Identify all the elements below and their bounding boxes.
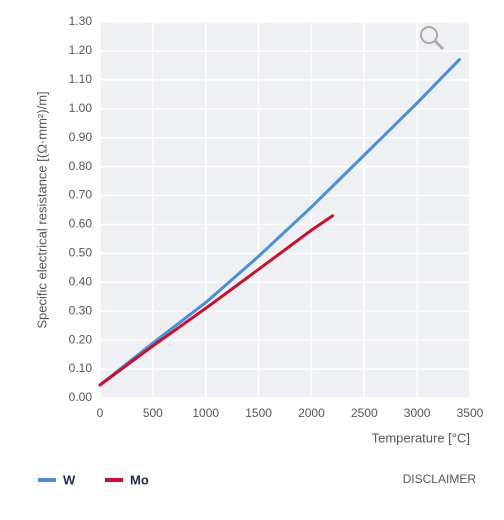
x-tick-label: 3000: [404, 406, 431, 420]
legend-label: W: [63, 472, 76, 487]
x-tick-label: 2500: [351, 406, 378, 420]
zoom-icon[interactable]: [420, 26, 445, 51]
data-line: [98, 214, 335, 387]
y-tick-label: 0.20: [69, 332, 93, 346]
y-tick-label: 0.10: [69, 361, 93, 375]
disclaimer[interactable]: DISCLAIMER: [403, 472, 477, 486]
x-tick-label: 3500: [457, 406, 484, 420]
y-tick-label: 0.00: [69, 390, 93, 404]
y-tick-label: 1.00: [69, 101, 93, 115]
x-tick-label: 2000: [298, 406, 325, 420]
y-tick-label: 0.40: [69, 274, 93, 288]
y-tick-label: 1.10: [69, 72, 93, 86]
x-tick-label: 0: [97, 406, 104, 420]
y-tick-label: 0.60: [69, 217, 93, 231]
y-tick-label: 0.90: [69, 130, 93, 144]
y-tick-label: 0.70: [69, 188, 93, 202]
y-tick-label: 0.30: [69, 303, 93, 317]
x-tick-label: 1000: [192, 406, 219, 420]
y-tick-label: 0.80: [69, 159, 93, 173]
data-line: [98, 58, 461, 387]
y-tick-label: 0.50: [69, 246, 93, 260]
legend-label: Mo: [130, 472, 149, 487]
y-tick-label: 1.20: [69, 43, 93, 57]
y-axis-label: Specific electrical resistance [(Ω·mm²)/…: [34, 91, 49, 328]
x-axis-label: Temperature [°C]: [372, 430, 470, 445]
x-tick-label: 1500: [245, 406, 272, 420]
x-tick-label: 500: [143, 406, 163, 420]
y-tick-label: 1.30: [69, 14, 93, 28]
